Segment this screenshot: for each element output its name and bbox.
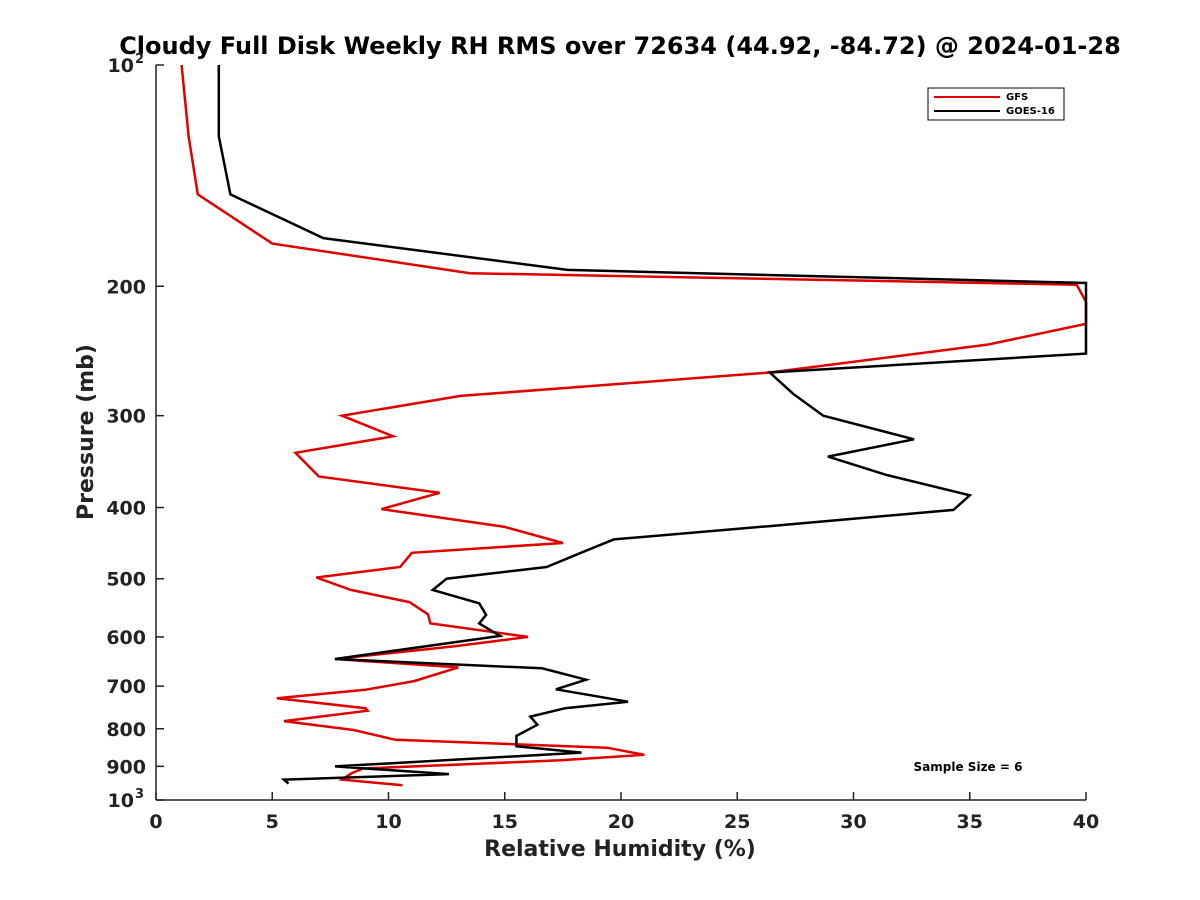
x-tick-label: 5 <box>266 811 279 833</box>
y-tick-label: 300 <box>106 406 146 428</box>
y-tick-label: 600 <box>106 627 146 649</box>
x-axis-label: Relative Humidity (%) <box>484 837 756 862</box>
x-tick-label: 25 <box>724 811 750 833</box>
y-tick-exponent: 3 <box>135 787 144 802</box>
legend-label-gfs: GFS <box>1006 92 1028 103</box>
y-tick-label: 900 <box>106 756 146 778</box>
y-tick-label: 800 <box>106 719 146 741</box>
y-tick-label: 200 <box>106 276 146 298</box>
x-tick-label: 30 <box>840 811 866 833</box>
series-layer <box>180 64 1088 787</box>
x-tick-label: 20 <box>608 811 634 833</box>
y-tick-label: 400 <box>106 498 146 520</box>
y-tick-label: 500 <box>106 569 146 591</box>
x-tick-label: 40 <box>1073 811 1099 833</box>
x-tick-label: 15 <box>492 811 518 833</box>
legend: GFS GOES-16 <box>927 87 1065 121</box>
legend-box <box>927 87 1065 121</box>
chart-title: Cloudy Full Disk Weekly RH RMS over 7263… <box>119 32 1121 60</box>
sample-size-annotation: Sample Size = 6 <box>914 760 1023 774</box>
series-line-gfs <box>180 64 1088 787</box>
series-line-goes16 <box>217 65 1088 785</box>
x-tick-label: 35 <box>957 811 983 833</box>
y-tick-label: 10 <box>108 790 134 812</box>
plot-background <box>156 65 1086 800</box>
x-tick-label: 10 <box>375 811 401 833</box>
x-tick-label: 0 <box>149 811 162 833</box>
y-tick-label: 700 <box>106 676 146 698</box>
x-axis-ticks: 0 5 10 15 20 25 30 35 40 <box>149 792 1099 833</box>
y-tick-label: 10 <box>108 55 134 77</box>
y-tick-exponent: 2 <box>135 52 144 67</box>
y-axis-label: Pressure (mb) <box>74 344 99 520</box>
legend-label-goes16: GOES-16 <box>1006 106 1055 117</box>
plot-area: 0 5 10 15 20 25 30 35 40 10 220030040050060070080… <box>106 52 1099 833</box>
